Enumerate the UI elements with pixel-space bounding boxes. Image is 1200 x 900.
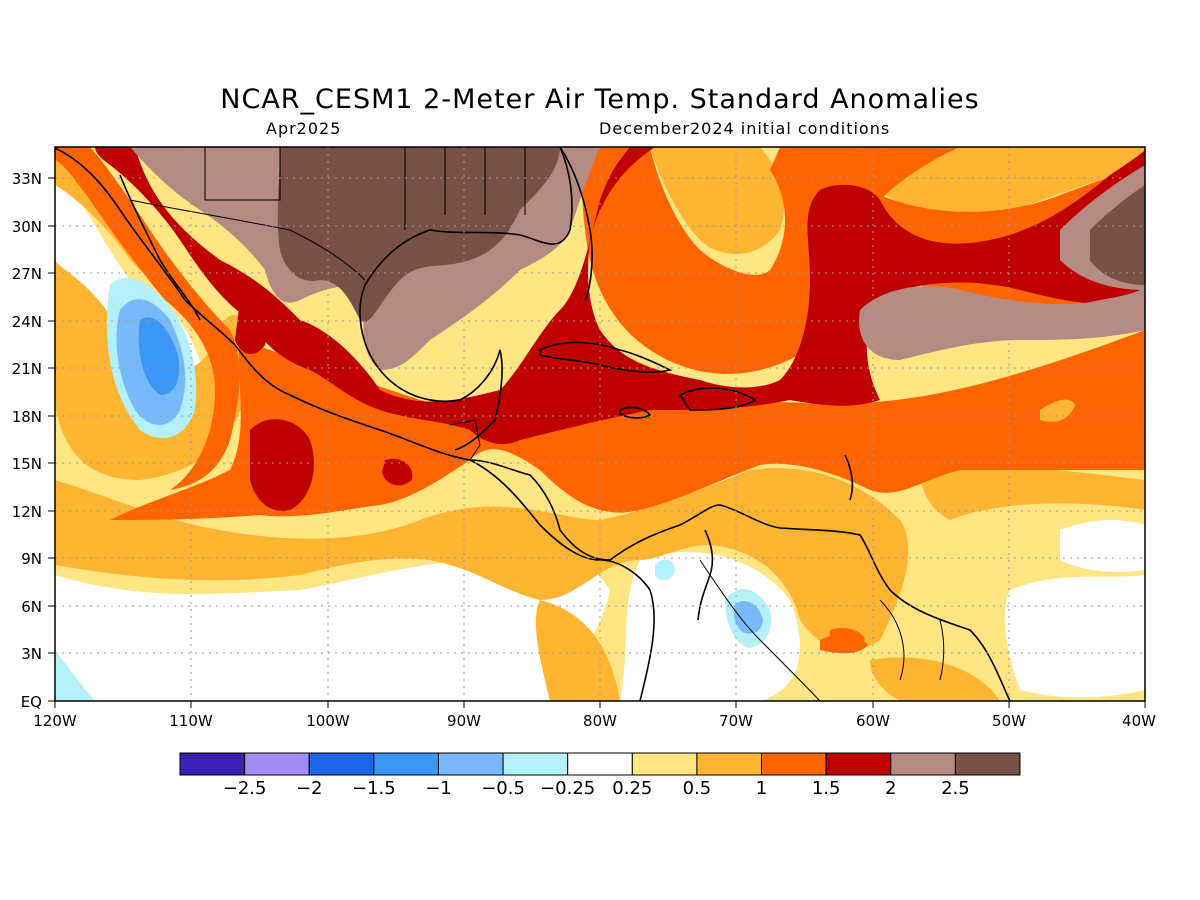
lesser-antilles xyxy=(844,454,854,501)
lat-tick-label: 24N xyxy=(12,313,42,331)
anomaly-region-0p5 xyxy=(535,600,620,701)
jamaica-outline xyxy=(619,406,652,419)
colorbar-label: −1 xyxy=(425,778,452,799)
south-america-north-coast xyxy=(609,504,1011,701)
anomaly-region-1p5 xyxy=(235,300,267,355)
lat-tick-label: 12N xyxy=(12,503,42,521)
colorbar-swatch xyxy=(179,752,246,776)
colorbar-swatch xyxy=(890,752,956,776)
colorbar-label: −0.25 xyxy=(540,778,595,799)
lon-tick-label: 120W xyxy=(33,712,77,730)
colorbar-label: 0.5 xyxy=(683,778,712,799)
lon-tick-label: 70W xyxy=(719,712,753,730)
anomaly-region-0p5 xyxy=(55,468,909,651)
lat-tick-label: 9N xyxy=(21,550,42,568)
colorbar-swatch xyxy=(954,752,1021,776)
lon-tick-label: 100W xyxy=(306,712,350,730)
coastlines xyxy=(55,147,1011,701)
colorbar-label: 1.5 xyxy=(812,778,841,799)
lon-tick-label: 80W xyxy=(583,712,617,730)
lat-tick-label: 21N xyxy=(12,360,42,378)
anomaly-region-cold xyxy=(733,600,763,634)
colorbar-swatch xyxy=(244,752,310,776)
anomaly-region-2 xyxy=(859,285,1145,360)
anomaly-region-near-normal xyxy=(1060,520,1145,572)
colorbar-swatch xyxy=(373,752,439,776)
map-title: NCAR_CESM1 2-Meter Air Temp. Standard An… xyxy=(220,84,980,115)
tick-marks xyxy=(48,177,1146,708)
anomaly-region-0p5 xyxy=(920,465,1145,520)
hispaniola-outline xyxy=(678,387,757,411)
lat-tick-label: 27N xyxy=(12,265,42,283)
colorbar-label: 2 xyxy=(885,778,896,799)
anomaly-region-0p5 xyxy=(650,147,784,254)
colorbar-swatch xyxy=(502,752,569,776)
anomaly-region-1p5 xyxy=(95,147,1145,445)
colombia-venezuela-border xyxy=(699,559,821,701)
colorbar-label: 1 xyxy=(756,778,767,799)
colorbar-swatch xyxy=(631,752,698,776)
lon-tick-label: 110W xyxy=(169,712,213,730)
pacific-coastline xyxy=(55,147,655,701)
lat-tick-label: 6N xyxy=(21,598,42,616)
state-borders xyxy=(204,147,281,201)
anomaly-region-1p5 xyxy=(382,458,413,486)
anomaly-region-near-normal xyxy=(55,554,610,701)
colorbar-label: −0.5 xyxy=(481,778,525,799)
anomaly-region-near-normal xyxy=(1004,575,1145,698)
colorbar-swatch xyxy=(437,752,504,776)
colorbar-swatch xyxy=(308,752,375,776)
lon-tick-label: 90W xyxy=(447,712,481,730)
lon-tick-label: 60W xyxy=(856,712,890,730)
lat-tick-label: 30N xyxy=(12,218,42,236)
florida-coast xyxy=(559,147,593,301)
colorbar-swatch xyxy=(567,752,633,776)
lat-tick-label: 33N xyxy=(12,170,42,188)
cuba-outline xyxy=(539,341,673,373)
gulf-of-california-coast xyxy=(119,174,201,321)
anomaly-region-1 xyxy=(55,147,240,490)
lat-tick-label: 3N xyxy=(21,645,42,663)
colorbar-label: 0.25 xyxy=(612,778,652,799)
political-borders xyxy=(129,147,945,701)
lat-tick-label: 15N xyxy=(12,455,42,473)
anomaly-region-1 xyxy=(110,330,1145,520)
colorbar-swatch xyxy=(696,752,763,776)
anomaly-region-0p5 xyxy=(1040,399,1075,422)
us-mexico-border xyxy=(129,199,366,281)
gulf-of-mexico-coast xyxy=(359,147,573,451)
anomaly-region-1 xyxy=(830,628,865,647)
forecast-month: Apr2025 xyxy=(266,119,342,138)
state-borders xyxy=(404,147,526,230)
colorbar-label: 2.5 xyxy=(941,778,970,799)
colorbar: −2.5 −2 −1.5 −1 −0.5 −0.25 0.25 0.5 1 1.5 2 2.5 xyxy=(179,752,1021,799)
colorbar-swatch xyxy=(825,752,892,776)
anomaly-field xyxy=(55,147,1145,701)
anomaly-region-2p5 xyxy=(1090,185,1145,285)
initial-conditions: December2024 initial conditions xyxy=(599,119,891,138)
guiana-borders xyxy=(879,599,945,681)
lat-tick-label: 18N xyxy=(12,408,42,426)
graticule xyxy=(55,147,1145,701)
anomaly-region-near-normal xyxy=(620,552,800,701)
guatemala-border xyxy=(449,419,481,461)
lon-tick-label: 40W xyxy=(1122,712,1156,730)
anomaly-region-cold xyxy=(55,650,95,701)
lon-tick-label: 50W xyxy=(992,712,1026,730)
anomaly-region-0p5 xyxy=(880,147,1145,214)
colorbar-label: −2.5 xyxy=(223,778,267,799)
anomaly-region-cold xyxy=(655,559,675,580)
anomaly-region-cold xyxy=(138,317,180,395)
central-america-caribbean-coast xyxy=(469,459,611,561)
colorbar-label: −2 xyxy=(296,778,323,799)
colorbar-label: −1.5 xyxy=(352,778,396,799)
anomaly-region-1p5 xyxy=(250,419,314,511)
colorbar-swatch xyxy=(761,752,827,776)
lat-tick-label: EQ xyxy=(21,693,42,711)
